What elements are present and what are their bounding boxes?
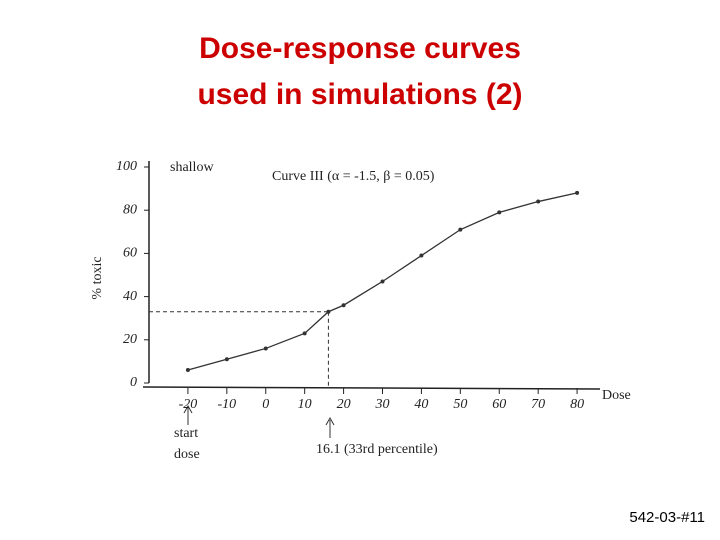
- arrow-head: [325, 416, 335, 426]
- annotation: shallow: [170, 160, 214, 175]
- y-axis-label: % toxic: [90, 256, 105, 299]
- x-tick-label: 50: [453, 397, 467, 412]
- x-tick-label: 0: [262, 397, 269, 412]
- x-tick-label: 10: [298, 397, 312, 412]
- title-line: used in simulations (2): [197, 78, 522, 111]
- x-tick-label: 80: [570, 397, 584, 412]
- annotation: dose: [174, 447, 200, 462]
- x-axis: [142, 386, 601, 390]
- data-point: [341, 303, 346, 308]
- data-point: [224, 357, 229, 362]
- data-point: [419, 253, 424, 258]
- x-tick-label: 40: [414, 397, 428, 412]
- data-point: [380, 279, 385, 284]
- footer: 542-03-#11: [629, 509, 705, 526]
- data-point: [263, 346, 268, 351]
- x-axis-label: Dose: [602, 388, 631, 403]
- annotation: 16.1 (33rd percentile): [316, 442, 438, 457]
- data-point: [536, 199, 541, 204]
- x-tick-label: 60: [492, 397, 506, 412]
- y-tick-label: 40: [123, 289, 137, 304]
- x-tick-label: -10: [217, 397, 236, 412]
- y-tick-label: 100: [116, 159, 137, 174]
- data-point: [302, 331, 307, 336]
- data-point: [497, 210, 502, 215]
- y-tick-label: 20: [123, 332, 137, 347]
- annotation: start: [174, 426, 198, 441]
- y-tick-label: 80: [123, 202, 137, 217]
- x-tick-label: 20: [337, 397, 351, 412]
- y-tick-label: 60: [123, 246, 137, 261]
- title-line: Dose-response curves: [199, 32, 521, 65]
- x-tick-label: -20: [179, 397, 198, 412]
- data-point: [185, 368, 190, 373]
- arrow-head: [183, 404, 193, 414]
- x-tick-label: 70: [531, 397, 545, 412]
- annotation: Curve III (α = -1.5, β = 0.05): [272, 169, 435, 184]
- x-tick-label: 30: [375, 397, 390, 412]
- data-point: [458, 227, 463, 232]
- series-line: [187, 192, 578, 371]
- y-tick-label: 0: [130, 375, 137, 390]
- data-point: [575, 190, 580, 195]
